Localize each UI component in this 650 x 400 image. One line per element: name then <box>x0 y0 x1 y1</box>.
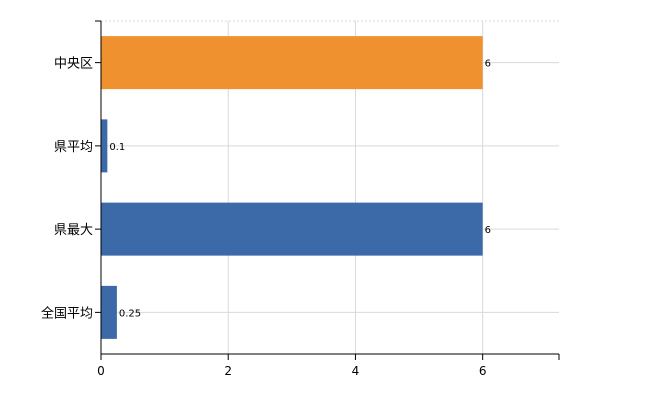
category-label-0: 中央区 <box>54 57 93 72</box>
bar-2 <box>101 202 483 256</box>
x-tick-label-0: 0 <box>97 364 105 378</box>
data-label-1: 0.1 <box>109 142 125 153</box>
bars <box>101 36 483 339</box>
category-label-3: 全国平均 <box>41 305 93 321</box>
data-label-3: 0.25 <box>119 308 141 319</box>
labels: 6 中央区 0.1 県平均 6 県最大 0.25 全国平均 0 2 4 6 <box>41 57 491 378</box>
category-label-1: 県平均 <box>54 140 93 155</box>
bar-1 <box>101 119 108 173</box>
axes <box>95 20 560 360</box>
data-label-2: 6 <box>485 225 491 236</box>
x-tick-label-2: 4 <box>352 364 360 378</box>
data-label-0: 6 <box>485 59 491 70</box>
x-tick-label-1: 2 <box>224 364 232 378</box>
bar-0 <box>101 36 483 90</box>
x-tick-label-3: 6 <box>479 364 487 378</box>
bar-3 <box>101 285 117 339</box>
category-label-2: 県最大 <box>54 223 93 238</box>
